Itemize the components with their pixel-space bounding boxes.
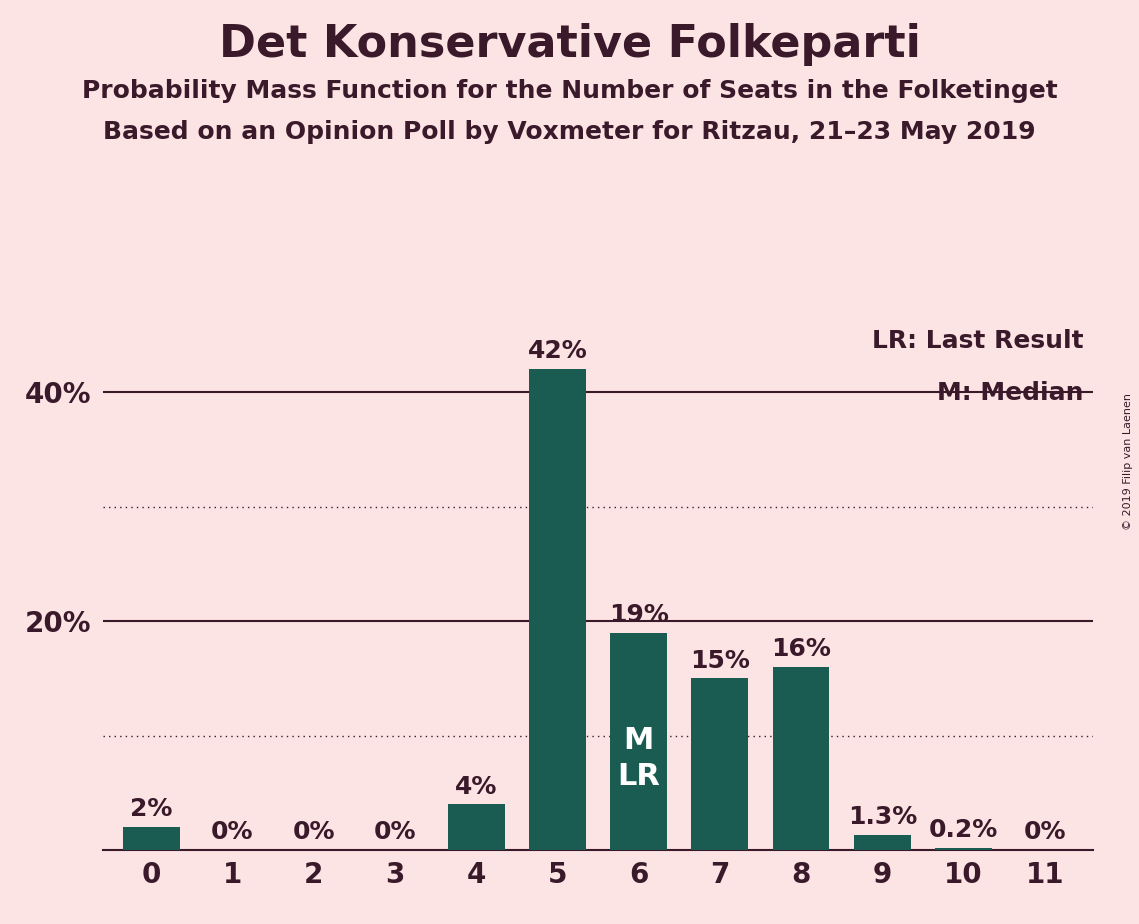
Text: 15%: 15% [690,649,749,673]
Bar [611,633,667,850]
Text: 0.2%: 0.2% [929,818,998,842]
Text: 4%: 4% [454,774,498,798]
Text: 16%: 16% [771,638,831,662]
Text: 1.3%: 1.3% [847,806,917,830]
Bar [691,678,748,850]
Bar [448,804,505,850]
Text: Based on an Opinion Poll by Voxmeter for Ritzau, 21–23 May 2019: Based on an Opinion Poll by Voxmeter for… [104,120,1035,144]
Text: 0%: 0% [1024,821,1066,845]
Text: LR: Last Result: LR: Last Result [872,329,1083,353]
Bar [123,827,180,850]
Text: 2%: 2% [130,797,172,821]
Text: 0%: 0% [293,821,335,845]
Text: M: Median: M: Median [937,382,1083,406]
Text: © 2019 Filip van Laenen: © 2019 Filip van Laenen [1123,394,1133,530]
Text: 0%: 0% [211,821,254,845]
Bar [854,835,911,850]
Text: Det Konservative Folkeparti: Det Konservative Folkeparti [219,23,920,67]
Text: 0%: 0% [374,821,416,845]
Text: M
LR: M LR [617,726,659,791]
Bar [772,667,829,850]
Bar [935,848,992,850]
Bar [528,370,585,850]
Text: 19%: 19% [608,602,669,626]
Text: 42%: 42% [527,339,588,363]
Text: Probability Mass Function for the Number of Seats in the Folketinget: Probability Mass Function for the Number… [82,79,1057,103]
